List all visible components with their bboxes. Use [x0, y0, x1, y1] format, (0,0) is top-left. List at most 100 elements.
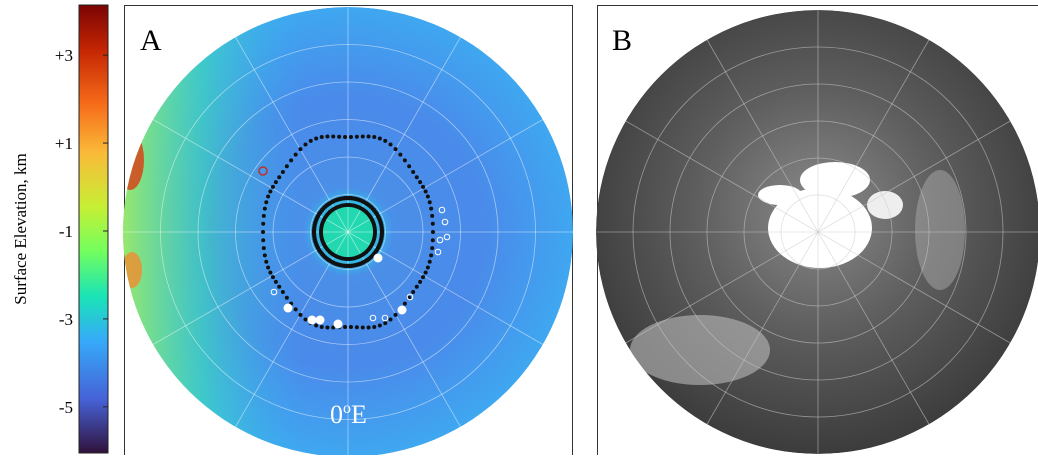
site-dot: [383, 321, 387, 325]
site-dot: [263, 253, 267, 257]
site-dot: [261, 230, 265, 234]
site-marker: [308, 316, 317, 325]
site-dot: [431, 230, 435, 234]
site-dot: [314, 324, 318, 328]
site-dot: [309, 139, 313, 143]
site-dot: [367, 326, 371, 330]
site-dot: [421, 185, 425, 189]
site-dot: [361, 135, 365, 139]
site-dot: [325, 326, 329, 330]
site-dot: [268, 270, 272, 274]
site-dot: [281, 170, 285, 174]
panel-label: B: [612, 24, 632, 57]
elevation-map: [116, 0, 580, 455]
site-dot: [428, 200, 432, 204]
site-dot: [411, 290, 415, 294]
site-dot: [418, 280, 422, 284]
site-dot: [314, 136, 318, 140]
site-dot: [298, 147, 302, 151]
tick-label: -1: [59, 222, 73, 241]
annotation-superscript: o: [343, 400, 351, 417]
site-dot: [274, 280, 278, 284]
site-dot: [355, 325, 359, 329]
site-dot: [266, 265, 270, 269]
site-dot: [268, 190, 272, 194]
site-dot: [426, 265, 430, 269]
site-dot: [349, 135, 353, 139]
site-dot: [418, 180, 422, 184]
site-dot: [304, 317, 308, 321]
site-dot: [372, 325, 376, 329]
site-dot: [389, 143, 393, 147]
site-dot: [383, 139, 387, 143]
tick-label: -3: [59, 310, 73, 329]
site-dot: [298, 313, 302, 317]
site-dot: [415, 285, 419, 289]
site-marker: [284, 304, 293, 313]
site-dot: [421, 275, 425, 279]
site-dot: [415, 175, 419, 179]
site-dot: [266, 195, 270, 199]
colorbar: [79, 5, 108, 453]
tick-label: -5: [59, 398, 73, 417]
site-dot: [304, 143, 308, 147]
site-dot: [277, 175, 281, 179]
site-dot: [274, 180, 278, 184]
site-dot: [263, 207, 267, 211]
site-dot: [431, 222, 435, 226]
site-dot: [331, 135, 335, 139]
site-dot: [372, 135, 376, 139]
page: Surface Elevation, km +3 +1 -1 -3 -5 A B 0oE…: [0, 0, 1038, 460]
site-marker: [316, 316, 325, 325]
site-dot: [431, 238, 435, 242]
site-dot: [394, 313, 398, 317]
albedo-map: [596, 10, 1038, 454]
annotation-text: E: [351, 400, 367, 429]
site-dot: [429, 207, 433, 211]
site-marker: [334, 320, 343, 329]
site-dot: [343, 135, 347, 139]
site-dot: [337, 135, 341, 139]
tick-label: +3: [55, 46, 73, 65]
site-dot: [264, 200, 268, 204]
site-dot: [281, 290, 285, 294]
site-dot: [424, 270, 428, 274]
site-dot: [398, 153, 402, 157]
site-dot: [349, 325, 353, 329]
site-dot: [289, 158, 293, 162]
site-dot: [262, 246, 266, 250]
site-dot: [294, 307, 298, 311]
site-dot: [378, 324, 382, 328]
site-dot: [430, 246, 434, 250]
site-dot: [320, 135, 324, 139]
colorbar-label: Surface Elevation, km: [11, 153, 30, 305]
site-dot: [361, 325, 365, 329]
site-dot: [429, 253, 433, 257]
tick-label: +1: [55, 134, 73, 153]
site-dot: [285, 296, 289, 300]
site-dot: [403, 158, 407, 162]
site-dot: [264, 260, 268, 264]
site-dot: [378, 136, 382, 140]
site-dot: [325, 134, 329, 138]
site-dot: [367, 134, 371, 138]
site-dot: [294, 153, 298, 157]
site-dot: [261, 222, 265, 226]
site-dot: [389, 317, 393, 321]
site-dot: [407, 164, 411, 168]
site-marker: [398, 306, 407, 315]
site-dot: [343, 325, 347, 329]
site-dot: [373, 228, 377, 232]
site-dot: [320, 325, 324, 329]
site-dot: [403, 302, 407, 306]
site-dot: [262, 214, 266, 218]
site-dot: [430, 214, 434, 218]
site-dot: [271, 185, 275, 189]
annotation-text: 0: [330, 400, 343, 429]
site-dot: [355, 135, 359, 139]
panel-label: A: [140, 24, 162, 57]
site-marker: [374, 254, 383, 263]
site-dot: [261, 238, 265, 242]
site-dot: [428, 260, 432, 264]
site-dot: [426, 195, 430, 199]
